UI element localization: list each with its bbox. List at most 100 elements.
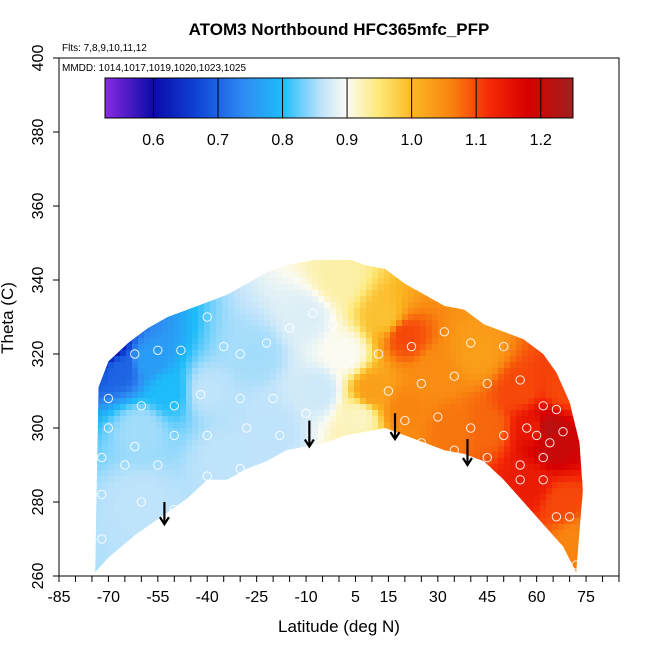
heatmap-cell: [126, 578, 133, 585]
heatmap-cell: [300, 392, 307, 399]
heatmap-cell: [576, 380, 583, 387]
heatmap-cell: [468, 320, 475, 327]
heatmap-cell: [312, 554, 319, 561]
heatmap-cell: [366, 278, 373, 285]
heatmap-cell: [390, 476, 397, 483]
heatmap-cell: [516, 302, 523, 309]
heatmap-cell: [576, 344, 583, 351]
heatmap-cell: [240, 320, 247, 327]
heatmap-cell: [210, 326, 217, 333]
heatmap-cell: [582, 434, 583, 441]
y-tick-label: 360: [30, 193, 47, 220]
heatmap-cell: [174, 416, 181, 423]
heatmap-cell: [432, 284, 439, 291]
heatmap-cell: [444, 284, 451, 291]
heatmap-cell: [546, 434, 553, 441]
heatmap-cell: [366, 488, 373, 495]
heatmap-cell: [540, 560, 547, 567]
heatmap-cell: [258, 284, 265, 291]
heatmap-cell: [180, 434, 187, 441]
heatmap-cell: [474, 572, 481, 573]
heatmap-cell: [276, 284, 283, 291]
heatmap-cell: [144, 260, 151, 267]
heatmap-cell: [480, 404, 487, 411]
heatmap-cell: [276, 452, 283, 459]
heatmap-cell: [96, 578, 103, 585]
heatmap-cell: [558, 530, 565, 537]
heatmap-cell: [258, 344, 265, 351]
heatmap-cell: [312, 440, 319, 447]
heatmap-cell: [108, 512, 115, 519]
heatmap-cell: [438, 476, 445, 483]
heatmap-cell: [540, 494, 547, 501]
heatmap-cell: [540, 278, 547, 285]
observation-marker: [235, 349, 245, 359]
heatmap-cell: [240, 362, 247, 369]
heatmap-cell: [108, 506, 115, 513]
heatmap-cell: [84, 428, 91, 435]
heatmap-cell: [198, 470, 205, 477]
heatmap-cell: [204, 392, 211, 399]
heatmap-cell: [96, 260, 103, 267]
heatmap-cell: [528, 380, 535, 387]
heatmap-cell: [258, 482, 265, 489]
heatmap-cell: [492, 494, 499, 501]
heatmap-cell: [156, 464, 163, 471]
heatmap-cell: [174, 272, 181, 279]
heatmap-cell: [162, 488, 169, 495]
heatmap-cell: [330, 404, 337, 411]
heatmap-cell: [168, 524, 175, 531]
heatmap-cell: [366, 290, 373, 297]
heatmap-cell: [444, 458, 451, 465]
heatmap-cell: [414, 572, 421, 573]
heatmap-cell: [390, 548, 397, 555]
heatmap-cell: [366, 380, 373, 387]
heatmap-cell: [414, 512, 421, 519]
heatmap-cell: [372, 284, 379, 291]
heatmap-cell: [456, 548, 463, 555]
heatmap-cell: [150, 404, 157, 411]
heatmap-cell: [132, 398, 139, 405]
heatmap-cell: [276, 500, 283, 507]
heatmap-cell: [330, 362, 337, 369]
heatmap-cell: [120, 386, 127, 393]
observation-marker: [103, 393, 114, 404]
heatmap-cell: [276, 476, 283, 483]
heatmap-cell: [270, 308, 277, 315]
heatmap-cell: [300, 308, 307, 315]
heatmap-cell: [582, 518, 583, 525]
heatmap-cell: [84, 326, 91, 333]
heatmap-cell: [162, 266, 169, 273]
heatmap-cell: [228, 518, 235, 525]
heatmap-cell: [324, 338, 331, 345]
heatmap-cell: [150, 554, 157, 561]
heatmap-cell: [84, 536, 91, 543]
heatmap-cell: [186, 278, 193, 285]
heatmap-cell: [348, 272, 355, 279]
heatmap-cell: [540, 404, 547, 411]
heatmap-cell: [294, 416, 301, 423]
heatmap-cell: [396, 512, 403, 519]
heatmap-cell: [282, 506, 289, 513]
heatmap-cell: [420, 524, 427, 531]
heatmap-cell: [96, 380, 103, 387]
heatmap-cell: [348, 572, 355, 573]
heatmap-cell: [354, 554, 361, 561]
heatmap-cell: [84, 512, 91, 519]
heatmap-cell: [378, 398, 385, 405]
heatmap-cell: [102, 272, 109, 279]
heatmap-cell: [528, 362, 535, 369]
heatmap-cell: [402, 548, 409, 555]
heatmap-cell: [372, 362, 379, 369]
heatmap-cell: [354, 296, 361, 303]
heatmap-cell: [120, 542, 127, 549]
heatmap-cell: [348, 350, 355, 357]
heatmap-cell: [570, 356, 577, 363]
heatmap-cell: [462, 500, 469, 507]
heatmap-cell: [186, 314, 193, 321]
heatmap-cell: [474, 512, 481, 519]
heatmap-cell: [204, 500, 211, 507]
heatmap-cell: [336, 512, 343, 519]
heatmap-cell: [516, 290, 523, 297]
heatmap-cell: [390, 470, 397, 477]
